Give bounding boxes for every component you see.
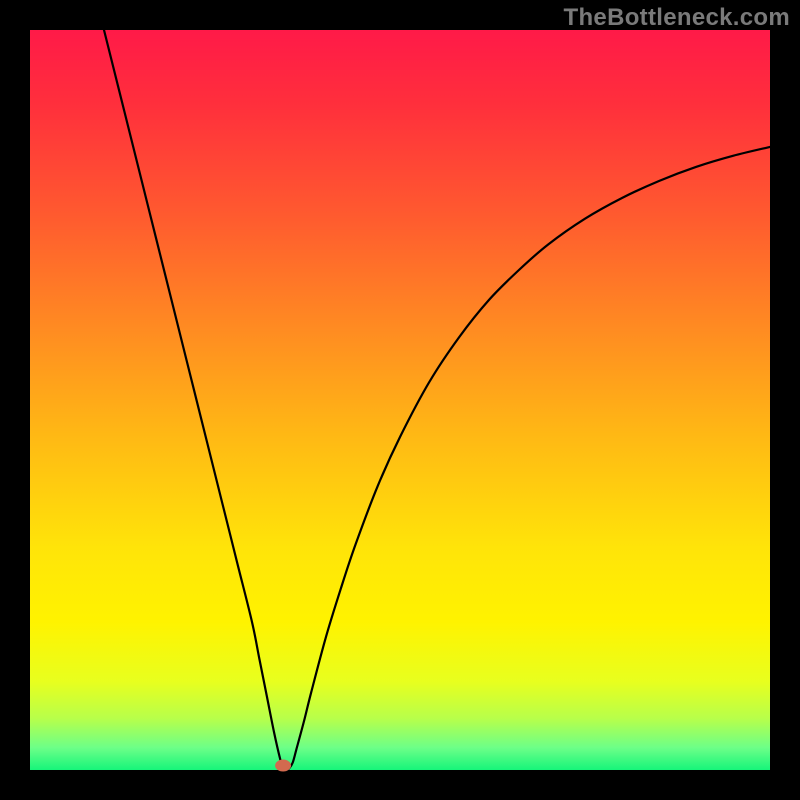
watermark-label: TheBottleneck.com bbox=[564, 4, 790, 32]
plot-area bbox=[30, 30, 770, 770]
optimum-marker bbox=[275, 760, 291, 772]
bottleneck-plot bbox=[0, 0, 800, 800]
figure-stage: TheBottleneck.com bbox=[0, 0, 800, 800]
